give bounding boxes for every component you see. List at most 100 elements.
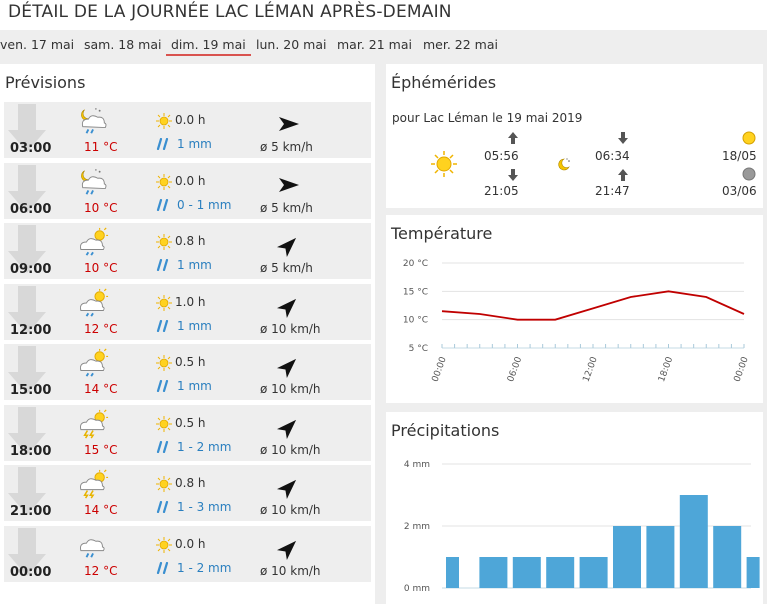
forecast-row: 00:00 12 °C 0.0 h 1 - 2 mm ø 10 km/h: [4, 525, 371, 582]
forecast-time: 15:00: [10, 383, 52, 398]
forecast-time: 06:00: [10, 201, 52, 217]
forecast-time: 00:00: [10, 564, 52, 580]
wind-direction-icon: [276, 419, 297, 439]
page-title: DÉTAIL DE LA JOURNÉE LAC LÉMAN APRÈS-DEM…: [8, 2, 452, 22]
precipitation-bar: [646, 526, 675, 588]
temperature-line: [441, 290, 745, 321]
forecast-wind: ø 10 km/h: [260, 321, 321, 336]
forecast-rain: 1 mm: [177, 258, 212, 272]
temp-x-tick-label: 06:00: [506, 355, 524, 383]
forecast-sunshine: 0.0 h: [175, 536, 206, 551]
wind-direction-icon: [276, 479, 297, 500]
forecast-temp: 11 °C: [84, 140, 118, 154]
tab-day-3[interactable]: lun. 20 mai: [256, 37, 327, 52]
forecast-sunshine: 0.0 h: [175, 113, 206, 127]
forecast-time: 03:00: [10, 141, 52, 156]
precipitation-bar: [512, 557, 541, 588]
precipitation-bar: [579, 557, 608, 588]
ephemerides-panel: Éphémérides pour Lac Léman le 19 mai 201…: [386, 64, 763, 208]
previsions-panel: Prévisions 03:00 11 °C 0.0 h 1 mm ø 5 km/h 06…: [0, 64, 375, 604]
moon-icon: [558, 158, 570, 171]
sunshine-icon: [156, 173, 172, 190]
moonset-time: 06:34: [595, 149, 630, 163]
sun-cloud-storm-icon: [80, 469, 109, 499]
previsions-title: Prévisions: [5, 73, 86, 92]
moon-cloud-rain-icon: [81, 108, 107, 134]
temperature-chart: 20 °C15 °C10 °C5 °C00:00 06:00 12:00 18:00 0…: [403, 259, 751, 383]
temp-x-tick-label: 12:00: [582, 355, 600, 383]
wind-direction-icon: [276, 540, 297, 560]
sunset-arrow-icon: [508, 169, 518, 181]
forecast-row: 18:00 15 °C 0.5 h 1 - 2 mm ø 10 km/h: [4, 404, 371, 461]
row-arrow-icon: [8, 164, 46, 213]
precipitation-bar: [446, 557, 459, 588]
rain-drops-icon: [156, 138, 169, 150]
forecast-wind: ø 5 km/h: [260, 261, 313, 275]
prec-y-tick-label: 2 mm: [404, 522, 430, 532]
tab-day-5[interactable]: mer. 22 mai: [423, 37, 498, 52]
page-header: DÉTAIL DE LA JOURNÉE LAC LÉMAN APRÈS-DEM…: [0, 0, 767, 30]
rain-drops-icon: [156, 501, 169, 513]
rain-drops-icon: [156, 380, 169, 392]
forecast-rain: 1 - 3 mm: [177, 500, 232, 514]
forecast-time: 09:00: [10, 262, 52, 277]
ephemerides-title: Éphémérides: [391, 73, 497, 92]
temp-y-tick-label: 5 °C: [409, 344, 428, 354]
rain-drops-icon: [156, 440, 169, 453]
tab-day-2[interactable]: dim. 19 mai: [166, 37, 251, 56]
sunshine-icon: [156, 294, 172, 311]
tab-day-0[interactable]: ven. 17 mai: [0, 37, 75, 52]
full-moon-date: 18/05: [722, 149, 757, 163]
precipitations-title: Précipitations: [391, 421, 500, 440]
rain-drops-icon: [156, 319, 169, 332]
forecast-temp: 10 °C: [84, 200, 118, 215]
sunset-time: 21:05: [484, 184, 519, 198]
precipitations-chart: 4 mm 2 mm 0 mm: [404, 460, 760, 594]
temperature-panel: Température 20 °C 15 °C 10 °C 5 °C 00:00 06:0…: [386, 215, 763, 403]
rain-drops-icon: [156, 259, 169, 271]
forecast-row: 09:00 10 °C 0.8 h 1 mm ø 5 km/h: [4, 223, 371, 279]
forecast-sunshine: 1.0 h: [175, 294, 206, 309]
sunshine-icon: [156, 355, 172, 371]
new-moon-icon: [742, 167, 756, 181]
forecast-row: 21:00 14 °C 0.8 h 1 - 3 mm ø 10 km/h: [4, 465, 371, 521]
wind-direction-icon: [279, 117, 299, 131]
forecast-sunshine: 0.5 h: [175, 415, 206, 430]
temp-x-tick-label: 00:00: [431, 355, 449, 383]
forecast-temp: 12 °C: [84, 321, 118, 336]
temp-y-tick-label: 10 °C: [403, 316, 428, 326]
forecast-sunshine: 0.8 h: [175, 234, 206, 248]
sunshine-icon: [156, 476, 172, 492]
precipitation-bar: [713, 526, 742, 588]
wind-direction-icon: [279, 177, 299, 192]
forecast-temp: 10 °C: [84, 261, 118, 275]
precipitation-bar: [679, 495, 708, 588]
row-arrow-icon: [8, 467, 46, 515]
forecast-row: 03:00 11 °C 0.0 h 1 mm ø 5 km/h: [4, 102, 371, 158]
moonrise-arrow-icon: [618, 169, 628, 181]
row-arrow-icon: [8, 527, 46, 576]
prec-y-tick-label: 0 mm: [404, 584, 430, 594]
row-arrow-icon: [8, 285, 46, 334]
wind-direction-icon: [276, 298, 297, 318]
forecast-wind: ø 5 km/h: [260, 200, 313, 215]
sunrise-arrow-icon: [508, 132, 518, 144]
row-arrow-icon: [8, 346, 46, 394]
forecast-rain: 1 mm: [177, 137, 212, 151]
forecast-sunshine: 0.0 h: [175, 173, 206, 188]
day-tabs: ven. 17 mai sam. 18 mai dim. 19 mai lun.…: [0, 34, 767, 58]
forecast-time: 21:00: [10, 504, 52, 519]
sunshine-icon: [156, 536, 172, 553]
precipitation-bar: [613, 526, 641, 588]
tab-day-4[interactable]: mar. 21 mai: [337, 37, 412, 52]
rain-drops-icon: [156, 561, 169, 574]
forecast-rain: 1 - 2 mm: [177, 439, 232, 454]
row-arrow-icon: [8, 225, 46, 273]
tab-day-1[interactable]: sam. 18 mai: [84, 37, 162, 52]
prec-y-tick-label: 4 mm: [404, 460, 430, 470]
temp-x-tick-label: 00:00: [733, 355, 751, 383]
precipitation-bar: [746, 557, 760, 588]
precipitations-panel: Précipitations 4 mm 2 mm 0 mm: [386, 412, 763, 604]
forecast-wind: ø 10 km/h: [260, 563, 321, 578]
forecast-temp: 14 °C: [84, 503, 118, 517]
